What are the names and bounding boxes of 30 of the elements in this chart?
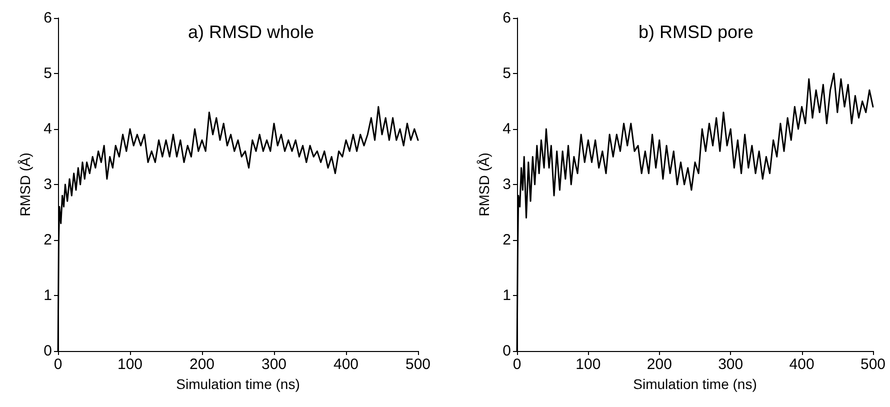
x-tick-label: 400: [333, 356, 359, 373]
y-axis-title: RMSD (Å): [17, 152, 33, 216]
y-axis-title: RMSD (Å): [476, 152, 492, 216]
x-tick-label: 500: [860, 356, 886, 373]
x-tick-label: 300: [718, 356, 744, 373]
x-tick-label: 100: [117, 356, 143, 373]
y-tick-label: 5: [44, 65, 52, 82]
y-tick-label: 0: [44, 342, 52, 360]
x-tick-label: 100: [576, 356, 601, 373]
y-tick-label: 6: [44, 10, 52, 26]
x-tick-label: 500: [405, 356, 431, 373]
x-tick-label: 400: [789, 356, 814, 373]
y-tick-label: 0: [502, 342, 511, 360]
x-tick-label: 200: [646, 356, 672, 373]
y-tick-label: 1: [44, 287, 52, 304]
x-axis-title: Simulation time (ns): [176, 376, 300, 392]
y-tick-label: 2: [502, 232, 511, 248]
y-tick-label: 6: [502, 10, 511, 26]
y-tick-label: 3: [44, 176, 52, 193]
chart-title: b) RMSD pore: [638, 22, 754, 42]
y-tick-label: 5: [502, 65, 511, 82]
y-tick-label: 4: [44, 120, 52, 138]
chart-title: a) RMSD whole: [188, 22, 314, 42]
y-tick-label: 2: [44, 232, 52, 248]
x-axis-title: Simulation time (ns): [633, 376, 757, 392]
x-tick-label: 200: [189, 356, 215, 373]
y-tick-label: 1: [502, 287, 511, 304]
y-tick-label: 4: [502, 120, 511, 138]
x-tick-label: 300: [261, 356, 287, 373]
y-tick-label: 3: [502, 176, 511, 193]
